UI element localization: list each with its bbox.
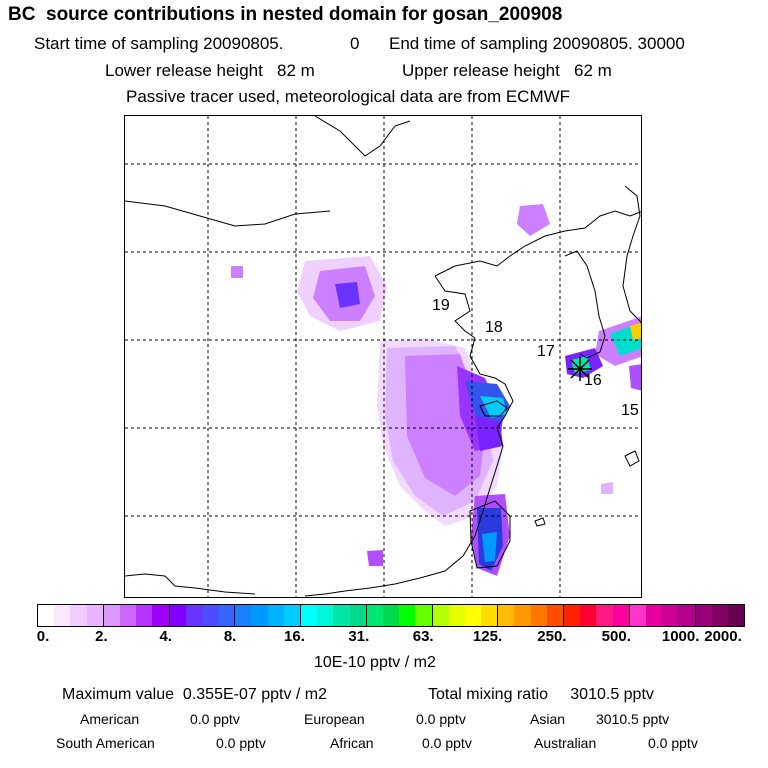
color-swatch bbox=[301, 605, 318, 626]
trajectory-label-17: 17 bbox=[537, 343, 555, 360]
source-american-label: American bbox=[80, 711, 140, 727]
color-scale-tick-label: 1000. bbox=[661, 628, 700, 645]
color-swatch bbox=[382, 605, 400, 626]
color-swatch bbox=[251, 605, 268, 626]
color-scale-tick-label: 4. bbox=[159, 628, 172, 645]
trajectory-label-19: 19 bbox=[432, 297, 450, 314]
start-hour-value: 0 bbox=[350, 34, 360, 53]
coastlines bbox=[125, 116, 641, 597]
color-swatch bbox=[727, 605, 745, 626]
color-swatch bbox=[596, 605, 613, 626]
plot-title: BC source contributions in nested domain… bbox=[8, 4, 563, 25]
color-swatch bbox=[349, 605, 367, 626]
lat-lon-grid bbox=[125, 116, 641, 597]
color-swatch bbox=[612, 605, 630, 626]
source-australian-value: 0.0 pptv bbox=[648, 735, 698, 751]
color-swatch bbox=[415, 605, 433, 626]
color-swatch bbox=[645, 605, 663, 626]
total-mixing-ratio: Total mixing ratio 3010.5 pptv bbox=[428, 686, 654, 703]
color-scale-tick-label: 31. bbox=[348, 628, 370, 645]
map-canvas bbox=[125, 116, 641, 597]
color-scale-unit: 10E-10 pptv / m2 bbox=[314, 654, 436, 671]
color-scale-tick-label: 0. bbox=[36, 628, 50, 645]
source-asian-value: 3010.5 pptv bbox=[596, 711, 670, 727]
source-european-label: European bbox=[304, 711, 365, 727]
color-swatch bbox=[695, 605, 712, 626]
color-swatch bbox=[152, 605, 170, 626]
color-scale-tick-label: 125. bbox=[472, 628, 503, 645]
color-swatch bbox=[201, 605, 219, 626]
end-time-label: End time of sampling 20090805. 30000 bbox=[389, 34, 685, 53]
color-scale-bar bbox=[37, 604, 745, 627]
color-swatch bbox=[119, 605, 137, 626]
maximum-value: Maximum value 0.355E-07 pptv / m2 bbox=[62, 686, 328, 703]
source-asian-label: Asian bbox=[530, 711, 566, 727]
color-scale-tick-label: 2. bbox=[95, 628, 108, 645]
color-swatch bbox=[136, 605, 153, 626]
color-swatch bbox=[103, 605, 120, 626]
color-scale-tick-label: 63. bbox=[412, 628, 434, 645]
color-swatch bbox=[448, 605, 465, 626]
color-swatch bbox=[218, 605, 236, 626]
color-swatch bbox=[530, 605, 547, 626]
source-american-value: 0.0 pptv bbox=[190, 711, 240, 727]
color-swatch bbox=[662, 605, 679, 626]
color-swatch bbox=[580, 605, 597, 626]
color-swatch bbox=[399, 605, 416, 626]
color-swatch bbox=[38, 605, 55, 626]
trajectory-label-18: 18 bbox=[485, 319, 503, 336]
tracer-note: Passive tracer used, meteorological data… bbox=[126, 87, 571, 106]
color-swatch bbox=[333, 605, 350, 626]
color-swatch bbox=[546, 605, 564, 626]
color-swatch bbox=[514, 605, 531, 626]
upper-release-height: Upper release height 62 m bbox=[402, 61, 612, 80]
color-swatch bbox=[366, 605, 383, 626]
color-swatch bbox=[185, 605, 202, 626]
color-scale-tick-label: 250. bbox=[537, 628, 567, 645]
color-swatch bbox=[267, 605, 284, 626]
color-swatch bbox=[432, 605, 449, 626]
color-swatch bbox=[498, 605, 515, 626]
start-time-label: Start time of sampling 20090805. bbox=[34, 34, 284, 53]
color-scale-tick-label: 8. bbox=[223, 628, 237, 645]
source-african-label: African bbox=[330, 735, 374, 751]
color-swatch bbox=[169, 605, 186, 626]
color-swatch bbox=[317, 605, 334, 626]
color-swatch bbox=[464, 605, 482, 626]
color-swatch bbox=[711, 605, 728, 626]
color-swatch bbox=[283, 605, 301, 626]
lower-release-height: Lower release height 82 m bbox=[105, 61, 315, 80]
color-swatch bbox=[235, 605, 252, 626]
source-african-value: 0.0 pptv bbox=[422, 735, 472, 751]
color-scale-tick-label: 500. bbox=[601, 628, 631, 645]
trajectory-label-15: 15 bbox=[621, 402, 639, 419]
trajectory-label-16: 16 bbox=[584, 372, 602, 389]
color-swatch bbox=[54, 605, 71, 626]
color-swatch bbox=[629, 605, 646, 626]
source-south-american-value: 0.0 pptv bbox=[216, 735, 266, 751]
color-swatch bbox=[481, 605, 499, 626]
source-european-value: 0.0 pptv bbox=[416, 711, 466, 727]
color-swatch bbox=[86, 605, 104, 626]
source-south-american-label: South American bbox=[56, 735, 155, 751]
asterisk-icon bbox=[568, 357, 592, 381]
color-swatch bbox=[678, 605, 696, 626]
map-panel[interactable]: 19 18 17 16 15 bbox=[124, 115, 642, 598]
color-scale-tick-label: 16. bbox=[284, 628, 305, 645]
color-swatch bbox=[564, 605, 581, 626]
concentration-field bbox=[231, 204, 641, 576]
color-scale-tick-label: 2000. bbox=[704, 628, 742, 645]
source-australian-label: Australian bbox=[534, 735, 597, 751]
color-swatch bbox=[70, 605, 87, 626]
